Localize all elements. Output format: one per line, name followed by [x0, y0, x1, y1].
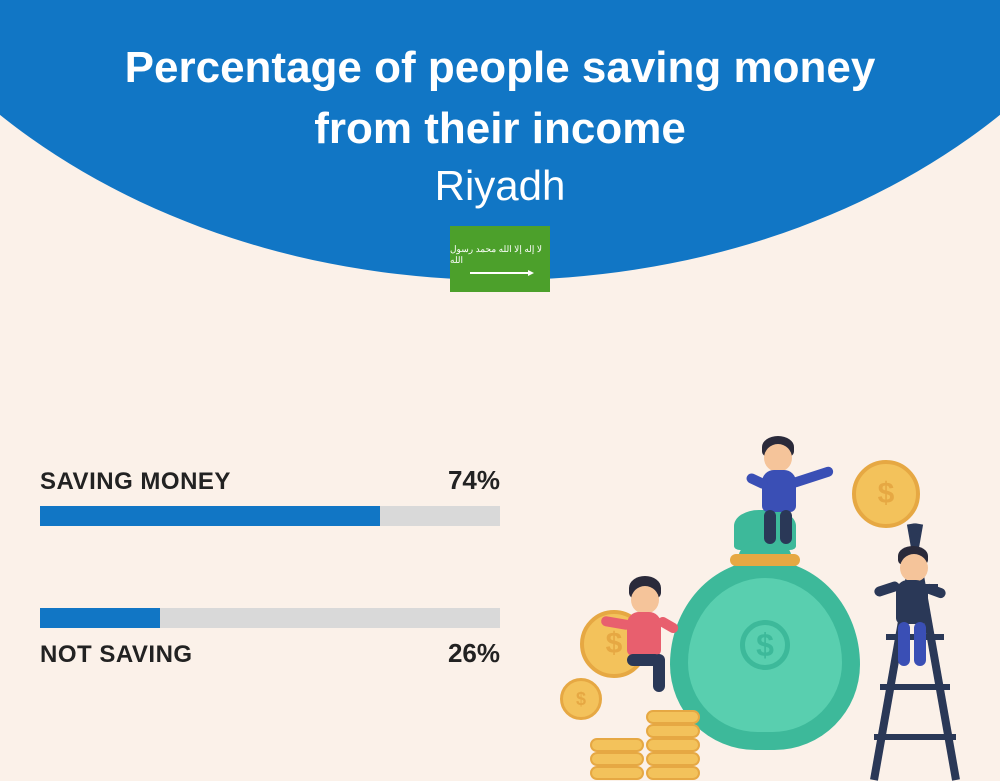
person-left — [605, 580, 685, 700]
subtitle: Riyadh — [0, 162, 1000, 210]
flag-saudi-arabia: لا إله إلا الله محمد رسول الله — [450, 226, 550, 292]
stack-coin — [646, 738, 700, 752]
stack-coin — [646, 724, 700, 738]
person-head — [631, 586, 659, 614]
ladder-rung — [874, 734, 956, 740]
person-head — [764, 444, 792, 472]
title-line-1: Percentage of people saving money — [0, 40, 1000, 95]
flag-shahada: لا إله إلا الله محمد رسول الله — [450, 244, 550, 266]
flag-sword — [470, 272, 530, 274]
stack-coin — [646, 710, 700, 724]
dollar-sign-icon: $ — [740, 620, 790, 670]
person-top — [740, 440, 830, 550]
person-torso — [762, 470, 796, 512]
stack-coin — [590, 766, 644, 780]
person-leg — [898, 622, 910, 666]
savings-illustration: $ $ $ $ — [550, 440, 980, 780]
stack-coin — [646, 752, 700, 766]
bar-fill — [40, 506, 380, 526]
person-leg — [653, 654, 665, 692]
coin-stack — [590, 690, 700, 780]
person-torso — [896, 580, 928, 624]
bar-labels: SAVING MONEY 74% — [40, 465, 500, 496]
bar-label: NOT SAVING — [40, 641, 193, 669]
person-leg — [914, 622, 926, 666]
person-leg — [764, 510, 776, 544]
coin-icon: $ — [852, 460, 920, 528]
bar-label: SAVING MONEY — [40, 468, 231, 496]
person-arm — [600, 615, 631, 630]
person-arm — [790, 465, 835, 488]
person-head — [900, 554, 928, 582]
bar-value: 74% — [448, 465, 500, 496]
person-right — [880, 550, 950, 690]
bar-fill — [40, 608, 160, 628]
person-leg — [780, 510, 792, 544]
coin-icon: $ — [560, 678, 602, 720]
bar-labels: NOT SAVING 26% — [40, 638, 500, 669]
bar-not-saving: NOT SAVING 26% — [40, 608, 500, 669]
header: Percentage of people saving money from t… — [0, 40, 1000, 210]
bar-track — [40, 608, 500, 628]
bar-saving-money: SAVING MONEY 74% — [40, 465, 500, 526]
stack-coin — [590, 738, 644, 752]
stack-coin — [590, 752, 644, 766]
person-torso — [627, 612, 661, 656]
bar-track — [40, 506, 500, 526]
bar-chart: SAVING MONEY 74% NOT SAVING 26% — [40, 465, 500, 751]
bag-tie — [730, 554, 800, 566]
stack-coin — [646, 766, 700, 780]
bar-value: 26% — [448, 638, 500, 669]
title-line-2: from their income — [0, 101, 1000, 156]
